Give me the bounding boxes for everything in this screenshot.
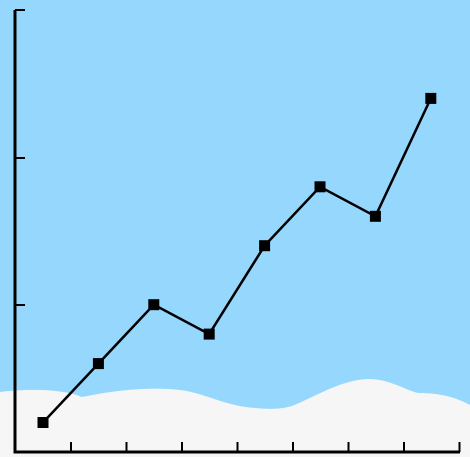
series-layer: [37, 92, 437, 428]
snow-hills: [0, 379, 470, 457]
data-point-5: [314, 181, 326, 193]
data-point-4: [259, 240, 271, 252]
data-point-7: [425, 92, 437, 104]
axes: [13, 9, 461, 454]
data-point-0: [37, 417, 49, 428]
series-line: [42, 97, 432, 424]
data-point-6: [369, 210, 381, 222]
data-point-2: [148, 299, 160, 311]
data-point-3: [203, 328, 215, 340]
data-point-1: [92, 358, 104, 370]
